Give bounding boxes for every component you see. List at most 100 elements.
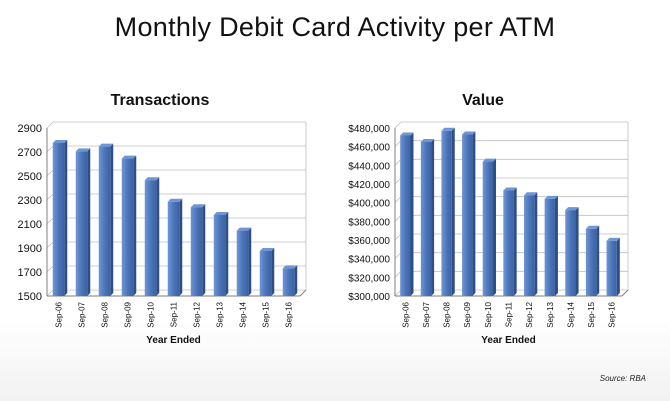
y-tick-label: $420,000 bbox=[348, 180, 390, 191]
bar-side bbox=[493, 158, 497, 296]
bar bbox=[420, 139, 435, 296]
x-tick-label: Sep-10 bbox=[484, 301, 493, 327]
bar bbox=[167, 198, 183, 296]
bar-top bbox=[441, 127, 455, 131]
bar-top bbox=[482, 158, 497, 162]
gridline-depth bbox=[394, 196, 402, 203]
bar-front bbox=[144, 180, 157, 296]
bar-front bbox=[503, 190, 514, 296]
bar-top bbox=[52, 140, 68, 143]
bar-front bbox=[544, 198, 555, 296]
y-tick-label: $360,000 bbox=[348, 236, 390, 247]
bar-top bbox=[282, 265, 298, 269]
y-tick-label: $320,000 bbox=[348, 273, 390, 284]
x-axis-title: Year Ended bbox=[481, 335, 535, 346]
bar-front bbox=[213, 215, 226, 296]
x-axis-depth bbox=[299, 289, 307, 297]
bar bbox=[523, 192, 538, 296]
bar-top bbox=[213, 212, 229, 215]
y-tick-label: $400,000 bbox=[348, 199, 390, 210]
x-tick-label: Sep-08 bbox=[101, 301, 110, 327]
x-tick-label: Sep-09 bbox=[463, 301, 472, 327]
x-axis-depth bbox=[621, 289, 629, 297]
bar-side bbox=[110, 143, 114, 296]
gridline-depth bbox=[394, 289, 402, 297]
gridline-depth bbox=[394, 271, 402, 278]
bar bbox=[585, 225, 600, 296]
gridline-depth bbox=[46, 241, 54, 249]
bar-side bbox=[513, 187, 517, 296]
gridline-depth bbox=[394, 159, 402, 166]
bar bbox=[565, 207, 579, 296]
x-tick-label: Sep-07 bbox=[422, 301, 431, 327]
bar-top bbox=[544, 195, 558, 199]
y-tick-label: $460,000 bbox=[348, 143, 390, 154]
bar-side bbox=[87, 148, 91, 296]
transactions-chart: Transactions 1500 1700 1900 2100 2300 2500 2700… bbox=[18, 92, 307, 346]
bar-side bbox=[271, 248, 275, 296]
value-chart: Value $300,000 $320,000 $340,000 $360,000 $38… bbox=[348, 92, 629, 346]
bar bbox=[236, 227, 252, 296]
bar-top bbox=[523, 192, 538, 196]
bar-front bbox=[52, 143, 65, 296]
gridline-depth bbox=[394, 177, 402, 185]
bar-front bbox=[606, 240, 617, 296]
bar-side bbox=[472, 131, 476, 296]
bar-side bbox=[596, 225, 600, 296]
x-tick-label: Sep-11 bbox=[505, 301, 514, 327]
bar-side bbox=[451, 127, 455, 296]
gridline-depth bbox=[46, 145, 54, 153]
bar-front bbox=[282, 268, 295, 296]
gridline-depth bbox=[394, 233, 402, 241]
gridline-depth bbox=[394, 215, 402, 222]
bar-side bbox=[410, 132, 414, 296]
bar bbox=[98, 143, 114, 296]
bar-side bbox=[575, 207, 579, 296]
bar-side bbox=[156, 177, 160, 296]
x-tick-label: Sep-16 bbox=[285, 301, 294, 327]
bar bbox=[121, 155, 137, 296]
bar-top bbox=[167, 198, 183, 202]
x-tick-label: Sep-08 bbox=[443, 301, 452, 327]
gridline-depth bbox=[46, 289, 54, 297]
bar-side bbox=[431, 139, 435, 296]
bar-top bbox=[462, 131, 476, 135]
x-tick-label: Sep-09 bbox=[124, 301, 133, 327]
gridline-depth bbox=[46, 193, 54, 201]
bar-top bbox=[565, 207, 579, 211]
bar bbox=[462, 131, 476, 296]
bar bbox=[52, 140, 68, 296]
bar-side bbox=[554, 195, 558, 296]
bar-front bbox=[420, 142, 432, 296]
chart-title: Transactions bbox=[111, 92, 210, 109]
x-tick-label: Sep-14 bbox=[566, 301, 575, 327]
x-tick-label: Sep-11 bbox=[170, 301, 179, 327]
y-tick-label: $340,000 bbox=[348, 255, 390, 266]
y-tick-label: $480,000 bbox=[348, 124, 390, 135]
x-tick-label: Sep-12 bbox=[525, 301, 534, 327]
bar bbox=[75, 148, 91, 296]
bar-top bbox=[259, 248, 275, 251]
bar bbox=[503, 187, 517, 296]
x-tick-label: Sep-13 bbox=[546, 301, 555, 327]
bar-top bbox=[144, 177, 160, 181]
bar bbox=[606, 237, 620, 296]
source-note: Source: RBA bbox=[599, 374, 646, 383]
bar-front bbox=[400, 135, 411, 296]
gridline-depth bbox=[394, 252, 402, 259]
bar-front bbox=[585, 228, 597, 296]
y-tick-label: 2300 bbox=[18, 195, 42, 207]
gridline-depth bbox=[394, 121, 402, 129]
x-tick-label: Sep-15 bbox=[262, 301, 271, 327]
bar-side bbox=[248, 227, 252, 296]
y-tick-label: 2700 bbox=[18, 147, 42, 159]
bar-front bbox=[121, 158, 134, 296]
bar-top bbox=[121, 155, 137, 159]
bar-front bbox=[236, 230, 249, 296]
x-tick-label: Sep-07 bbox=[78, 301, 87, 327]
x-tick-label: Sep-12 bbox=[193, 301, 202, 327]
bar-front bbox=[259, 251, 272, 296]
bar-front bbox=[167, 201, 180, 296]
bar-top bbox=[75, 148, 91, 152]
